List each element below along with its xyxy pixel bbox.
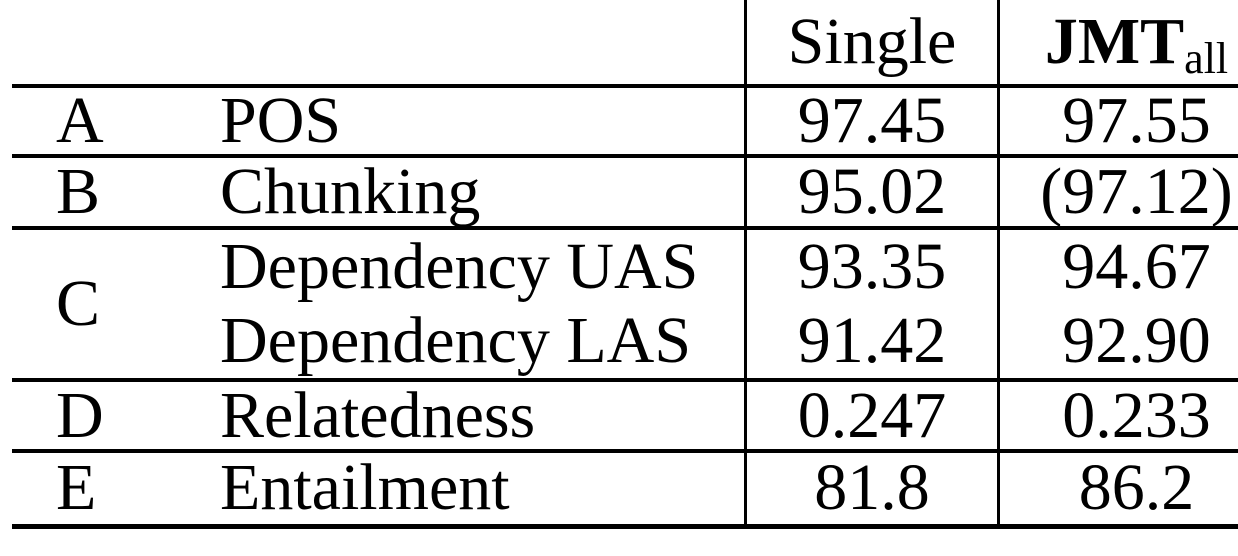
jmt-subscript: all xyxy=(1184,33,1229,83)
header-single-label: Single xyxy=(745,0,1000,88)
row-c-task-line-1: Dependency UAS xyxy=(220,230,699,303)
results-table: Single JMTall A POS 97.45 97.55 B Chunki… xyxy=(12,0,1238,529)
row-e-letter: E xyxy=(12,451,220,529)
jmt-column-title: JMT xyxy=(1044,5,1185,78)
row-c-letter: C xyxy=(12,228,220,382)
row-b-task: Chunking xyxy=(220,156,747,230)
row-e-task: Entailment xyxy=(220,451,747,529)
table-row-e: E Entailment 81.8 86.2 xyxy=(12,451,1238,529)
row-b-jmt-value: (97.12) xyxy=(998,156,1238,230)
table-row-d: D Relatedness 0.247 0.233 xyxy=(12,380,1238,453)
row-c-jmt-value: 94.67 92.90 xyxy=(998,228,1238,382)
row-c-task-line-2: Dependency LAS xyxy=(220,304,692,377)
table-row-b: B Chunking 95.02 (97.12) xyxy=(12,156,1238,230)
row-a-single-value: 97.45 xyxy=(745,86,1000,158)
row-d-single-value: 0.247 xyxy=(745,380,1000,453)
row-e-jmt-value: 86.2 xyxy=(998,451,1238,529)
row-c-single-value: 93.35 91.42 xyxy=(745,228,1000,382)
row-c-task: Dependency UAS Dependency LAS xyxy=(220,228,747,382)
row-b-single-value: 95.02 xyxy=(745,156,1000,230)
row-b-letter: B xyxy=(12,156,220,230)
row-c-jmt-line-2: 92.90 xyxy=(1062,304,1211,377)
row-a-task: POS xyxy=(220,86,747,158)
header-empty-letter-cell xyxy=(12,0,220,88)
row-d-task: Relatedness xyxy=(220,380,747,453)
row-c-single-line-1: 93.35 xyxy=(797,230,947,303)
row-c-single-line-2: 91.42 xyxy=(797,304,947,377)
row-e-single-value: 81.8 xyxy=(745,451,1000,529)
header-row: Single JMTall xyxy=(12,0,1238,88)
single-column-title: Single xyxy=(787,5,957,78)
row-a-letter: A xyxy=(12,86,220,158)
row-d-jmt-value: 0.233 xyxy=(998,380,1238,453)
row-d-letter: D xyxy=(12,380,220,453)
table-row-c: C Dependency UAS Dependency LAS 93.35 91… xyxy=(12,228,1238,382)
header-empty-task-cell xyxy=(220,0,747,88)
table-row-a: A POS 97.45 97.55 xyxy=(12,86,1238,158)
header-jmt-label: JMTall xyxy=(998,0,1238,88)
row-a-jmt-value: 97.55 xyxy=(998,86,1238,158)
row-c-jmt-line-1: 94.67 xyxy=(1062,230,1211,303)
